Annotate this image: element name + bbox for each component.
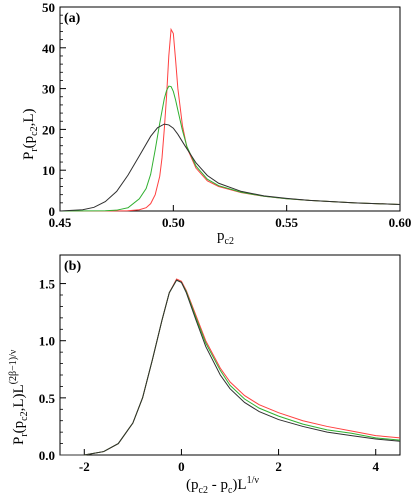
panel-a: (a) 0.45 0.50 0.55 0.60 0 10 20 30 40 50 pc2 Pr(… <box>21 0 411 247</box>
x-tick-label: 0 <box>178 459 185 474</box>
panel-a-y-axis-label: Pr(pc2,L) <box>21 108 40 160</box>
y-tick-label: 10 <box>42 163 55 178</box>
panel-b-lines <box>60 278 401 456</box>
panel-b-frame <box>59 254 401 456</box>
series-line-3 <box>60 279 401 456</box>
panel-b-x-axis-label: (pc2 - pc)L1/ν <box>186 475 259 496</box>
y-tick-label: 30 <box>42 82 55 97</box>
x-tick-label: 0.45 <box>49 215 72 230</box>
panel-a-x-axis-label: pc2 <box>217 228 234 247</box>
series-line-1 <box>60 27 401 212</box>
y-tick-label: 1.0 <box>39 334 55 349</box>
y-tick-label: 0 <box>49 204 56 219</box>
series-line-3 <box>59 123 401 212</box>
y-tick-label: 20 <box>42 122 55 137</box>
x-tick-label: 0.55 <box>275 215 298 230</box>
panel-b-label: (b) <box>64 259 81 274</box>
y-tick-label: 50 <box>42 0 55 15</box>
panel-b-yticks: 0.0 0.5 1.0 1.5 <box>39 277 66 463</box>
panel-b-xticks: -2 0 2 4 <box>79 449 379 474</box>
series-line-2 <box>59 85 401 212</box>
series-line-1 <box>60 278 401 456</box>
panel-a-xticks: 0.45 0.50 0.55 0.60 <box>49 205 412 230</box>
y-tick-label: 1.5 <box>39 277 56 292</box>
y-tick-label: 0.5 <box>39 391 56 406</box>
x-tick-label: 4 <box>372 459 379 474</box>
panel-a-lines <box>59 27 401 212</box>
panel-a-frame <box>59 6 401 212</box>
y-tick-label: 40 <box>42 41 55 56</box>
x-tick-label: 2 <box>275 459 282 474</box>
x-tick-label: -2 <box>79 459 90 474</box>
x-tick-label: 0.50 <box>162 215 185 230</box>
series-line-2 <box>60 279 401 456</box>
panel-b-y-axis-label: Pr(pc2,L)L(2β−1)/ν <box>8 349 30 445</box>
panel-b: (b) -2 0 2 4 0.0 0.5 1.0 1.5 (pc2 - pc)L1/ν Pr… <box>8 254 401 496</box>
x-tick-label: 0.60 <box>389 215 412 230</box>
panel-a-label: (a) <box>64 11 81 26</box>
panel-a-yticks: 0 10 20 30 40 50 <box>42 0 66 219</box>
y-tick-label: 0.0 <box>39 448 55 463</box>
